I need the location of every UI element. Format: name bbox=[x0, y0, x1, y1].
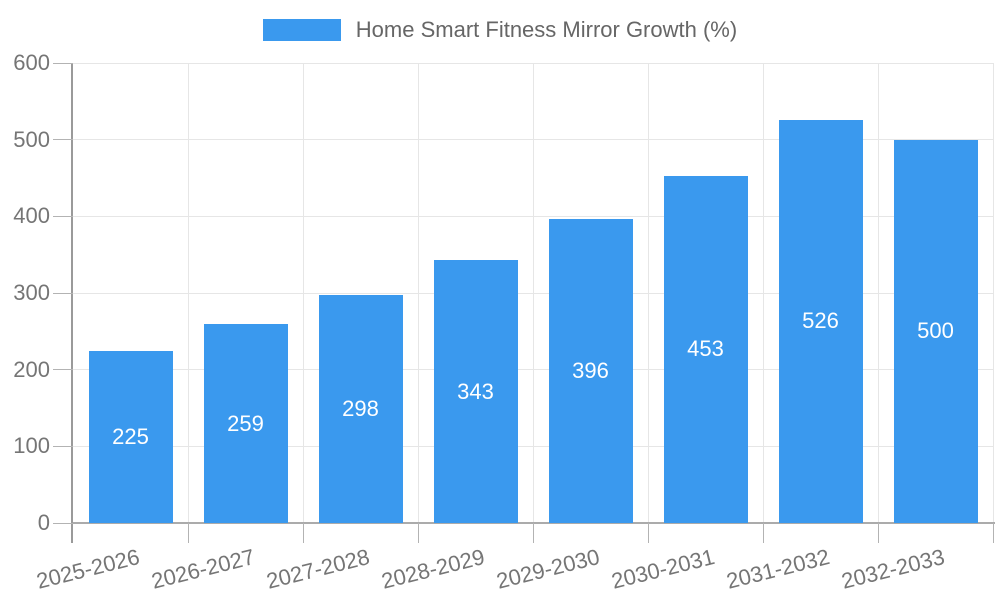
x-axis-tick bbox=[302, 523, 304, 543]
gridline-vertical bbox=[302, 63, 304, 523]
y-axis-tick bbox=[53, 369, 73, 371]
x-axis-tick bbox=[877, 523, 879, 543]
bar-value-label: 396 bbox=[572, 358, 609, 384]
gridline-vertical bbox=[762, 63, 764, 523]
y-axis-tick bbox=[53, 522, 73, 524]
x-axis-tick-label: 2031-2032 bbox=[723, 544, 832, 594]
bar-2026-2027[interactable] bbox=[203, 324, 288, 523]
bar-2027-2028[interactable] bbox=[318, 294, 403, 523]
x-axis-tick-label: 2029-2030 bbox=[493, 544, 602, 594]
bar-value-label: 298 bbox=[342, 395, 379, 421]
x-axis-tick-label: 2028-2029 bbox=[378, 544, 487, 594]
gridline-vertical bbox=[992, 63, 994, 523]
y-axis-tick-label: 100 bbox=[13, 433, 50, 459]
x-axis-tick bbox=[762, 523, 764, 543]
bar-2031-2032[interactable] bbox=[778, 119, 863, 523]
gridline-vertical bbox=[877, 63, 879, 523]
gridline-vertical bbox=[647, 63, 649, 523]
y-axis-tick-label: 400 bbox=[13, 203, 50, 229]
x-axis-tick bbox=[187, 523, 189, 543]
y-axis-tick bbox=[53, 139, 73, 141]
x-axis-tick-label: 2030-2031 bbox=[608, 544, 717, 594]
bar-value-label: 343 bbox=[457, 378, 494, 404]
y-axis-tick bbox=[53, 292, 73, 294]
x-axis-tick-label: 2025-2026 bbox=[33, 544, 142, 594]
y-axis-tick-label: 0 bbox=[37, 510, 50, 535]
bar-2028-2029[interactable] bbox=[433, 260, 518, 523]
bar-2032-2033[interactable] bbox=[893, 139, 978, 523]
bar-value-label: 225 bbox=[112, 423, 149, 449]
legend-label: Home Smart Fitness Mirror Growth (%) bbox=[355, 17, 738, 42]
x-axis-tick-label: 2027-2028 bbox=[263, 544, 372, 594]
y-axis-line bbox=[71, 63, 73, 543]
legend-swatch bbox=[262, 19, 341, 41]
bar-value-label: 453 bbox=[687, 336, 724, 362]
gridline-vertical bbox=[417, 63, 419, 523]
legend[interactable]: Home Smart Fitness Mirror Growth (%) bbox=[0, 17, 1000, 43]
y-axis-tick-label: 500 bbox=[13, 126, 50, 152]
x-axis-tick-label: 2032-2033 bbox=[838, 544, 947, 594]
y-axis-tick bbox=[53, 445, 73, 447]
gridline-vertical bbox=[532, 63, 534, 523]
bar-2030-2031[interactable] bbox=[663, 175, 748, 523]
x-axis-tick bbox=[992, 523, 994, 543]
x-axis-tick bbox=[532, 523, 534, 543]
gridline-vertical bbox=[187, 63, 189, 523]
y-axis-tick-label: 300 bbox=[13, 280, 50, 305]
bar-2029-2030[interactable] bbox=[548, 219, 633, 523]
bar-value-label: 500 bbox=[917, 318, 954, 344]
y-axis-tick-label: 200 bbox=[13, 356, 50, 382]
y-axis-tick bbox=[53, 215, 73, 217]
x-axis-tick bbox=[417, 523, 419, 543]
bar-value-label: 526 bbox=[802, 308, 839, 334]
x-axis-tick-label: 2026-2027 bbox=[148, 544, 257, 594]
y-axis-tick-label: 600 bbox=[13, 50, 50, 75]
y-axis-tick bbox=[53, 62, 73, 64]
bar-value-label: 259 bbox=[227, 410, 264, 436]
x-axis-tick bbox=[647, 523, 649, 543]
x-axis-line bbox=[73, 522, 995, 524]
bar-2025-2026[interactable] bbox=[88, 350, 173, 523]
